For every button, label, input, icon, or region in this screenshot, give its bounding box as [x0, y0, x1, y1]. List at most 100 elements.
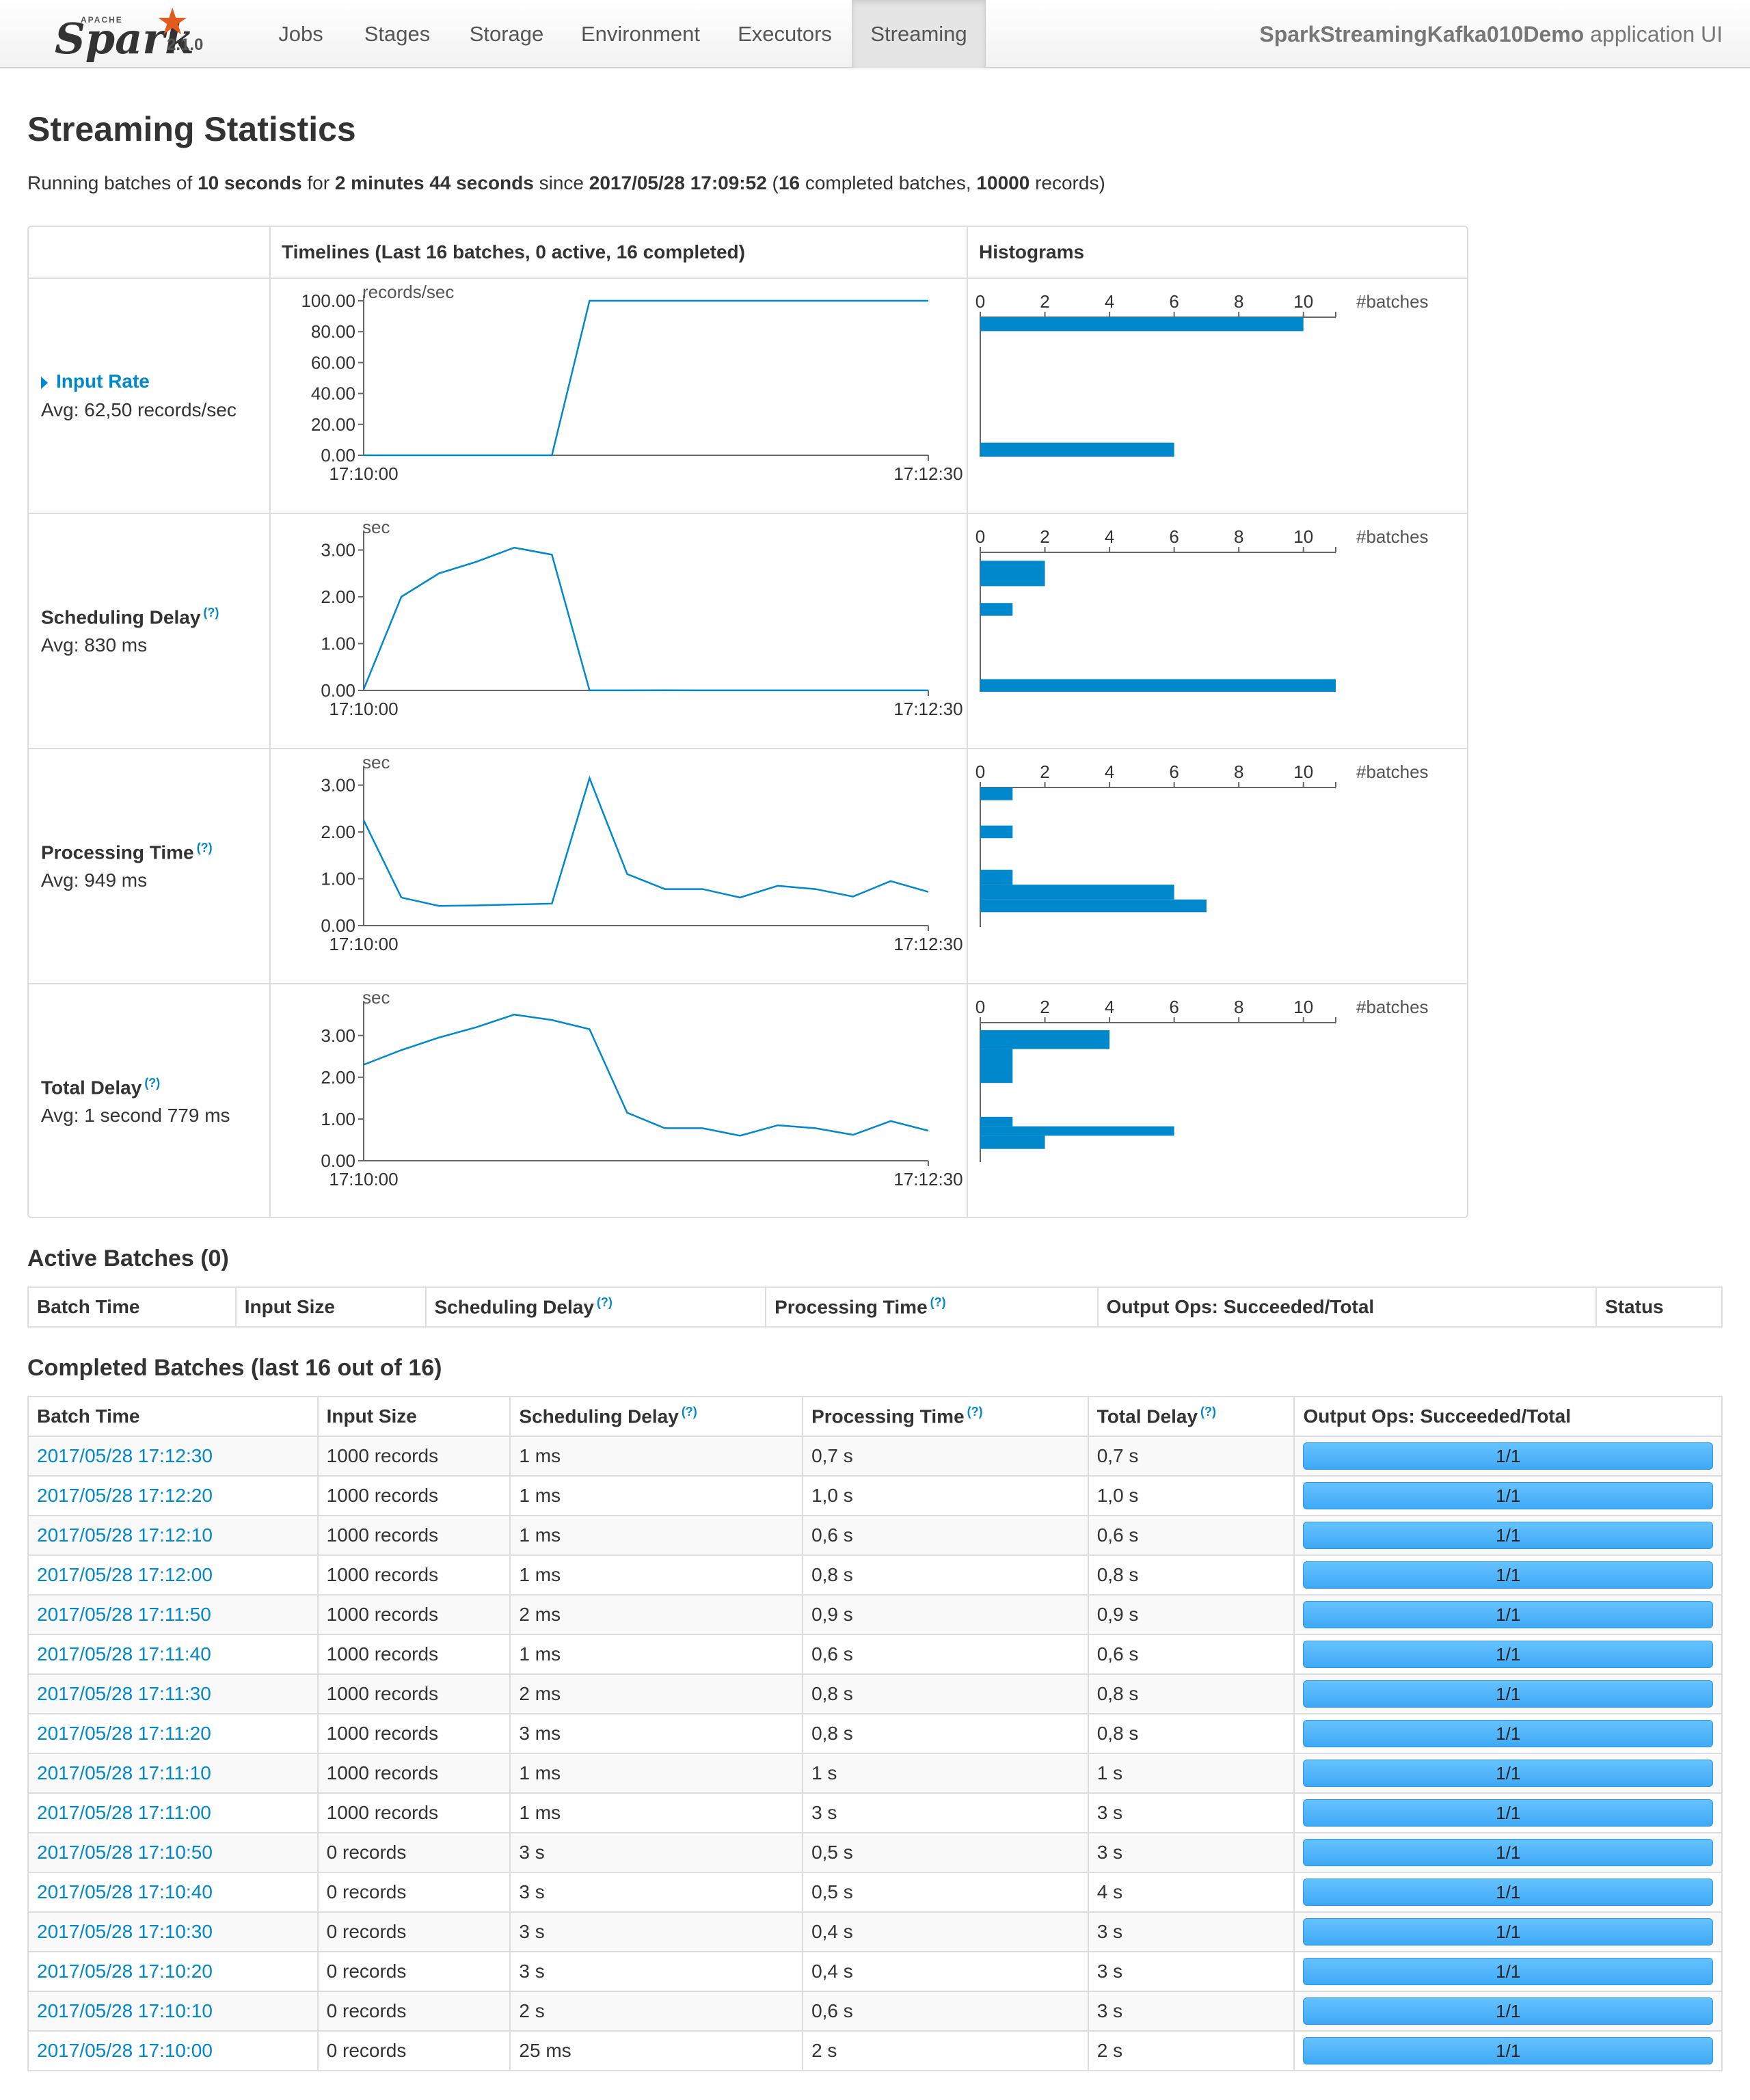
- help-icon[interactable]: (?): [682, 1405, 697, 1418]
- hist-tick-label: 8: [1234, 291, 1243, 312]
- completed-batches-table: Batch Time Input Size Scheduling Delay (?) P…: [27, 1396, 1723, 2071]
- column-header-scheduling-delay[interactable]: Scheduling Delay (?): [510, 1397, 803, 1436]
- column-header-processing-time[interactable]: Processing Time (?): [766, 1287, 1098, 1327]
- tab-executors[interactable]: Executors: [723, 0, 846, 68]
- batch-time-cell: 2017/05/28 17:12:30: [28, 1436, 318, 1476]
- hist-tick-label: 8: [1234, 997, 1243, 1017]
- column-header-processing-time[interactable]: Processing Time (?): [803, 1397, 1088, 1436]
- batch-time-cell: 2017/05/28 17:10:50: [28, 1833, 318, 1872]
- batch-time-link[interactable]: 2017/05/28 17:10:30: [37, 1921, 213, 1942]
- column-header-input-size[interactable]: Input Size: [236, 1287, 426, 1327]
- tab-storage[interactable]: Storage: [455, 0, 558, 68]
- batch-time-link[interactable]: 2017/05/28 17:12:00: [37, 1564, 213, 1585]
- output-ops-cell: 1/1: [1294, 1793, 1722, 1833]
- batch-time-link[interactable]: 2017/05/28 17:11:00: [37, 1802, 211, 1823]
- batch-time-link[interactable]: 2017/05/28 17:11:30: [37, 1683, 211, 1704]
- tab-jobs[interactable]: Jobs: [262, 0, 339, 68]
- output-ops-progress-bar: 1/1: [1303, 1522, 1713, 1549]
- output-ops-progress-bar: 1/1: [1303, 1839, 1713, 1866]
- column-header-status[interactable]: Status: [1596, 1287, 1722, 1327]
- hist-tick-label: 2: [1040, 762, 1049, 782]
- tab-environment[interactable]: Environment: [569, 0, 712, 68]
- series-line: [364, 548, 928, 690]
- brand-apache: APACHE: [81, 15, 123, 25]
- column-header-batch-time[interactable]: Batch Time: [28, 1287, 236, 1327]
- stats-charts: records/sec0.0020.0040.0060.0080.00100.0…: [29, 227, 1467, 1217]
- hist-tick-label: 6: [1169, 762, 1179, 782]
- histogram-bar: [980, 1030, 1109, 1049]
- batch-time-link[interactable]: 2017/05/28 17:12:10: [37, 1524, 213, 1546]
- table-row: 2017/05/28 17:10:30 0 records 3 s 0,4 s3 s1…: [28, 1912, 1722, 1952]
- records-count: 10000: [976, 172, 1029, 193]
- batch-time-cell: 2017/05/28 17:10:20: [28, 1952, 318, 1991]
- input-size-cell: 0 records: [318, 1872, 511, 1912]
- hist-tick-label: 0: [975, 997, 985, 1017]
- y-tick-label: 2.00: [321, 822, 355, 842]
- batch-time-link[interactable]: 2017/05/28 17:10:10: [37, 2000, 213, 2021]
- output-ops-progress-bar: 1/1: [1303, 1997, 1713, 2025]
- navbar: Spark APACHE ★ 2.1.0 Jobs Stages Storage…: [0, 0, 1750, 68]
- batch-time-link[interactable]: 2017/05/28 17:12:30: [37, 1445, 213, 1466]
- batch-time-link[interactable]: 2017/05/28 17:11:20: [37, 1723, 211, 1744]
- output-ops-progress-bar: 1/1: [1303, 1720, 1713, 1747]
- batch-time-link[interactable]: 2017/05/28 17:11:50: [37, 1604, 211, 1625]
- scheduling-delay-cell: 3 s: [510, 1912, 803, 1952]
- output-ops-cell: 1/1: [1294, 1912, 1722, 1952]
- y-axis-label: records/sec: [362, 282, 454, 302]
- output-ops-cell: 1/1: [1294, 1634, 1722, 1674]
- table-row: 2017/05/28 17:12:20 1000 records 1 ms 1,0 s…: [28, 1476, 1722, 1516]
- batch-time-link[interactable]: 2017/05/28 17:11:40: [37, 1643, 211, 1665]
- processing-time-cell: 3 s: [803, 1793, 1088, 1833]
- histogram-bar: [980, 900, 1207, 913]
- input-size-cell: 1000 records: [318, 1516, 511, 1555]
- batch-time-link[interactable]: 2017/05/28 17:10:20: [37, 1961, 213, 1982]
- output-ops-cell: 1/1: [1294, 1991, 1722, 2031]
- processing-time-cell: 1,0 s: [803, 1476, 1088, 1516]
- column-header-scheduling-delay[interactable]: Scheduling Delay (?): [426, 1287, 766, 1327]
- hist-tick-label: 4: [1105, 291, 1114, 312]
- x-tick-label: 17:10:00: [329, 934, 398, 954]
- processing-time-cell: 0,4 s: [803, 1912, 1088, 1952]
- help-icon[interactable]: (?): [930, 1295, 946, 1309]
- batch-time-link[interactable]: 2017/05/28 17:10:40: [37, 1881, 213, 1902]
- column-header-batch-time[interactable]: Batch Time: [28, 1397, 318, 1436]
- output-ops-progress-bar: 1/1: [1303, 1918, 1713, 1946]
- histogram-bar: [980, 561, 1045, 586]
- run-duration: 2 minutes 44 seconds: [335, 172, 534, 193]
- column-header-input-size[interactable]: Input Size: [318, 1397, 511, 1436]
- column-header-total-delay[interactable]: Total Delay (?): [1088, 1397, 1295, 1436]
- app-suffix: application UI: [1590, 22, 1723, 46]
- processing-time-cell: 0,8 s: [803, 1555, 1088, 1595]
- x-tick-label: 17:12:30: [893, 1169, 962, 1189]
- histogram-bar: [980, 885, 1174, 900]
- output-ops-cell: 1/1: [1294, 1872, 1722, 1912]
- batch-time-link[interactable]: 2017/05/28 17:12:20: [37, 1485, 213, 1506]
- batch-time-cell: 2017/05/28 17:11:30: [28, 1674, 318, 1714]
- hist-tick-label: 0: [975, 762, 985, 782]
- batch-time-cell: 2017/05/28 17:10:30: [28, 1912, 318, 1952]
- total-delay-cell: 2 s: [1088, 2031, 1295, 2071]
- y-tick-label: 2.00: [321, 1067, 355, 1088]
- help-icon[interactable]: (?): [1200, 1405, 1216, 1418]
- tab-streaming[interactable]: Streaming: [852, 0, 986, 68]
- scheduling-delay-cell: 1 ms: [510, 1516, 803, 1555]
- histogram-bar: [980, 603, 1012, 616]
- batch-time-link[interactable]: 2017/05/28 17:10:00: [37, 2040, 213, 2061]
- batch-time-link[interactable]: 2017/05/28 17:10:50: [37, 1842, 213, 1863]
- table-row: 2017/05/28 17:10:40 0 records 3 s 0,5 s4 s1…: [28, 1872, 1722, 1912]
- help-icon[interactable]: (?): [597, 1295, 612, 1309]
- batch-time-link[interactable]: 2017/05/28 17:11:10: [37, 1762, 211, 1783]
- y-axis-label: sec: [362, 987, 390, 1008]
- column-header-output-ops-succeeded-total[interactable]: Output Ops: Succeeded/Total: [1294, 1397, 1722, 1436]
- output-ops-cell: 1/1: [1294, 1714, 1722, 1753]
- tab-stages[interactable]: Stages: [350, 0, 444, 68]
- table-row: 2017/05/28 17:11:20 1000 records 3 ms 0,8 s…: [28, 1714, 1722, 1753]
- hist-tick-label: 10: [1293, 291, 1313, 312]
- spark-logo[interactable]: Spark APACHE ★ 2.1.0: [52, 0, 216, 66]
- help-icon[interactable]: (?): [967, 1405, 983, 1418]
- column-header-output-ops-succeeded-total[interactable]: Output Ops: Succeeded/Total: [1098, 1287, 1596, 1327]
- series-line: [364, 778, 928, 906]
- output-ops-progress-bar: 1/1: [1303, 1442, 1713, 1470]
- processing-time-cell: 1 s: [803, 1753, 1088, 1793]
- total-delay-cell: 0,7 s: [1088, 1436, 1295, 1476]
